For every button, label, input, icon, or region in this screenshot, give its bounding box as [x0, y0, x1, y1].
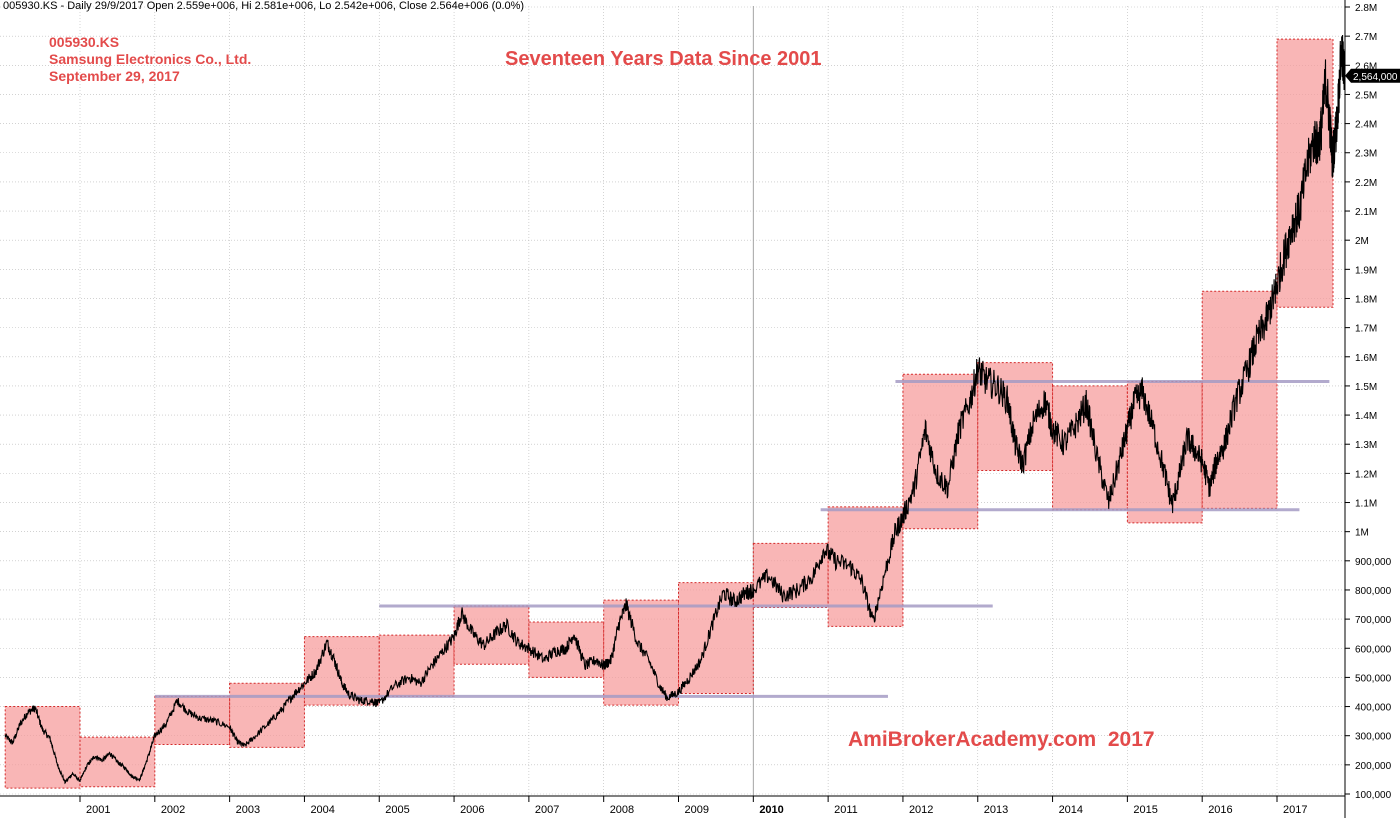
- last-price-label: 2,564,000: [1353, 72, 1398, 83]
- x-axis: 2001 2002 2003 2004 2005 2006 2007 2008 2009 2010…: [0, 795, 1345, 816]
- range-box: [1126, 381, 1203, 524]
- x-tick-label: 2007: [535, 804, 559, 816]
- range-box: [303, 636, 380, 706]
- x-tick-label: 2017: [1283, 804, 1307, 816]
- range-box: [827, 506, 904, 627]
- y-tick-label: 200,000: [1355, 761, 1392, 772]
- price-series: [4, 34, 1345, 785]
- y-tick-label: 600,000: [1355, 644, 1392, 655]
- y-tick-label: 1.1M: [1355, 499, 1377, 510]
- y-tick-label: 100,000: [1355, 790, 1392, 801]
- y-tick-label: 900,000: [1355, 557, 1392, 568]
- last-price-tag: [1345, 68, 1400, 83]
- ticker-label: 005930.KS: [49, 34, 120, 50]
- x-tick-label: 2004: [310, 804, 334, 816]
- y-tick-label: 2.4M: [1355, 120, 1377, 131]
- x-tick-label: 2010: [759, 804, 783, 816]
- y-tick-label: 2.3M: [1355, 149, 1377, 160]
- y-tick-label: 1M: [1355, 528, 1369, 539]
- y-tick-label: 2.1M: [1355, 207, 1377, 218]
- watermark: AmiBrokerAcademy.com 2017: [848, 728, 1155, 751]
- date-label: September 29, 2017: [49, 68, 180, 84]
- range-box: [528, 621, 605, 678]
- y-tick-label: 1.8M: [1355, 294, 1377, 305]
- range-box: [4, 706, 81, 789]
- y-tick-label: 300,000: [1355, 732, 1392, 743]
- x-tick-label: 2012: [909, 804, 933, 816]
- x-tick-label: 2013: [984, 804, 1008, 816]
- support-resistance-lines: [154, 380, 1330, 698]
- y-tick-label: 1.3M: [1355, 440, 1377, 451]
- x-tick-label: 2008: [610, 804, 634, 816]
- y-tick-label: 1.7M: [1355, 324, 1377, 335]
- last-price-marker: 2,564,000: [1345, 68, 1400, 83]
- y-tick-label: 2.5M: [1355, 90, 1377, 101]
- x-tick-label: 2005: [385, 804, 409, 816]
- company-label: Samsung Electronics Co., Ltd.: [49, 51, 252, 67]
- y-axis: 100,000 200,000 300,000 400,000 500,000 600,0…: [1344, 0, 1392, 818]
- range-box: [603, 599, 679, 706]
- y-tick-label: 500,000: [1355, 673, 1392, 684]
- range-box: [229, 682, 305, 748]
- price-line: [4, 34, 1345, 785]
- y-tick-label: 1.6M: [1355, 353, 1377, 364]
- y-tick-label: 1.2M: [1355, 469, 1377, 480]
- y-tick-label: 1.4M: [1355, 411, 1377, 422]
- y-tick-label: 2.8M: [1355, 3, 1377, 14]
- y-tick-label: 800,000: [1355, 586, 1392, 597]
- y-tick-label: 2.7M: [1355, 32, 1377, 43]
- x-tick-label: 2011: [834, 804, 858, 816]
- y-tick-label: 1.9M: [1355, 265, 1377, 276]
- y-tick-label: 400,000: [1355, 703, 1392, 714]
- y-tick-label: 2.2M: [1355, 178, 1377, 189]
- y-tick-label: 2M: [1355, 236, 1369, 247]
- range-box: [902, 373, 979, 530]
- x-tick-label: 2006: [460, 804, 484, 816]
- x-tick-label: 2014: [1059, 804, 1083, 816]
- y-tick-label: 700,000: [1355, 615, 1392, 626]
- status-line: 005930.KS - Daily 29/9/2017 Open 2.559e+…: [3, 0, 525, 12]
- x-tick-label: 2009: [685, 804, 709, 816]
- y-tick-label: 1.5M: [1355, 382, 1377, 393]
- x-tick-label: 2016: [1208, 804, 1232, 816]
- y-tick-label: 2.6M: [1355, 61, 1377, 72]
- x-tick-label: 2003: [236, 804, 260, 816]
- x-tick-label: 2001: [86, 804, 110, 816]
- yearly-range-boxes: [4, 38, 1334, 789]
- x-tick-label: 2002: [161, 804, 185, 816]
- chart-title: Seventeen Years Data Since 2001: [505, 48, 822, 70]
- x-tick-label: 2015: [1133, 804, 1157, 816]
